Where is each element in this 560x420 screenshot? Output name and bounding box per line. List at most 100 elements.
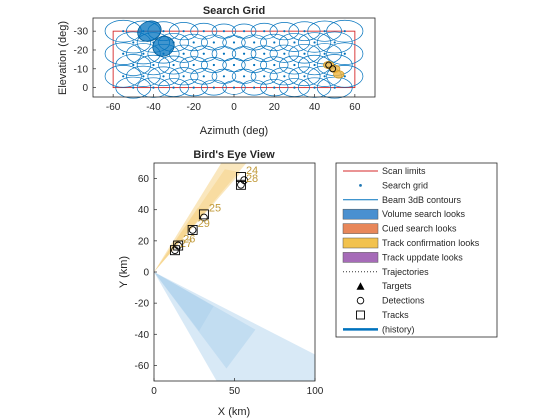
search-grid-point bbox=[232, 41, 236, 44]
search-grid-point bbox=[232, 63, 236, 67]
beam-contour bbox=[250, 45, 278, 62]
beam-contour bbox=[288, 43, 321, 64]
search-grid-point bbox=[293, 63, 296, 67]
track-marker bbox=[235, 179, 246, 190]
beam-contour bbox=[316, 31, 353, 54]
search-grid-point bbox=[303, 75, 306, 78]
detection-marker bbox=[325, 61, 333, 69]
search-grid-point bbox=[152, 86, 155, 89]
beam-contour bbox=[241, 79, 268, 96]
beam-contour bbox=[269, 44, 300, 63]
beam-contour bbox=[269, 22, 300, 41]
beam-contour bbox=[222, 35, 246, 50]
x-tick-label: -60 bbox=[106, 102, 121, 113]
y-tick-label: -40 bbox=[135, 330, 150, 341]
x-tick-label: 50 bbox=[229, 386, 241, 397]
track-confirmation-wedge bbox=[154, 208, 209, 272]
search-grid-point bbox=[293, 41, 296, 44]
beam-contour bbox=[179, 56, 208, 74]
search-grid-point bbox=[132, 63, 135, 67]
search-grid-point bbox=[273, 63, 276, 67]
search-grid-point bbox=[192, 41, 195, 44]
beam-contour bbox=[190, 22, 218, 40]
legend-patch-swatch bbox=[342, 237, 379, 249]
track-id-label: 29 bbox=[198, 218, 210, 230]
y-tick-label: 60 bbox=[138, 174, 150, 185]
search-grid-point bbox=[333, 41, 336, 44]
search-grid-point bbox=[212, 41, 215, 44]
track-marker bbox=[173, 240, 184, 251]
search-grid-point bbox=[263, 75, 266, 78]
birds-eye-ylabel: Y (km) bbox=[118, 256, 130, 288]
beam-contour bbox=[288, 21, 321, 41]
beam-contour bbox=[179, 33, 208, 52]
beam-contour bbox=[326, 65, 364, 88]
track-id-label: 28 bbox=[246, 173, 258, 185]
search-grid-ylabel: Elevation (deg) bbox=[57, 21, 69, 95]
legend-label: Track uppdate looks bbox=[382, 252, 463, 262]
search-grid-point bbox=[222, 75, 226, 78]
search-grid-point bbox=[263, 52, 266, 55]
beam-contour bbox=[115, 31, 152, 54]
search-grid-point bbox=[313, 86, 316, 89]
search-grid-point bbox=[283, 75, 286, 78]
search-grid-point bbox=[182, 30, 185, 33]
search-grid-point bbox=[273, 41, 276, 44]
legend-label: Targets bbox=[382, 281, 412, 291]
beam-contour bbox=[279, 33, 310, 52]
track-id-label: 26 bbox=[183, 234, 195, 246]
beam-contour bbox=[158, 55, 189, 75]
detection-marker bbox=[188, 226, 197, 234]
beam-contour bbox=[115, 54, 152, 76]
search-grid-point bbox=[132, 86, 135, 89]
beam-contour bbox=[126, 65, 161, 87]
beam-contour bbox=[326, 42, 364, 65]
beam-contour bbox=[200, 79, 227, 96]
y-tick-label: -10 bbox=[74, 64, 89, 75]
beam-contour bbox=[269, 67, 300, 86]
legend-label: Search grid bbox=[382, 180, 428, 190]
search-grid-point bbox=[202, 75, 205, 78]
search-grid-point bbox=[202, 30, 205, 33]
search-grid-point bbox=[343, 30, 346, 33]
legend-items: Scan limits Search grid Beam 3dB contours V… bbox=[342, 166, 480, 334]
volume-search-wedge bbox=[154, 272, 315, 381]
search-grid-title: Search Grid bbox=[203, 5, 265, 17]
beam-contour bbox=[260, 33, 289, 52]
search-grid-point bbox=[242, 30, 246, 33]
y-tick-label: -60 bbox=[135, 361, 150, 372]
legend-dot-swatch bbox=[359, 184, 362, 187]
search-grid-point bbox=[212, 63, 215, 67]
search-grid-point bbox=[263, 30, 266, 33]
search-grid-point bbox=[222, 30, 226, 33]
detection-marker bbox=[200, 213, 208, 222]
x-tick-label: 0 bbox=[231, 102, 237, 113]
search-grid-point bbox=[182, 52, 185, 55]
legend-triangle-swatch bbox=[356, 282, 365, 290]
legend-label: Trajectories bbox=[382, 267, 429, 277]
beam-contour bbox=[288, 66, 321, 87]
beam-contour bbox=[115, 76, 152, 99]
search-grid-point bbox=[122, 30, 125, 33]
beam-contour bbox=[326, 19, 364, 43]
search-grid-point bbox=[142, 75, 145, 78]
search-grid-point bbox=[303, 52, 306, 55]
search-grid-point bbox=[273, 86, 276, 89]
track-marker bbox=[198, 209, 209, 220]
legend-label: Scan limits bbox=[382, 166, 426, 176]
search-grid-point bbox=[222, 52, 226, 55]
search-grid-point bbox=[142, 52, 145, 55]
search-grid-point bbox=[303, 30, 306, 33]
search-grid-point bbox=[283, 52, 286, 55]
search-grid-point bbox=[283, 30, 286, 33]
beam-contour bbox=[190, 45, 218, 62]
legend-label: (history) bbox=[382, 324, 415, 334]
track-marker bbox=[187, 225, 198, 235]
beam-contour bbox=[222, 57, 246, 73]
search-grid-point bbox=[323, 52, 326, 55]
detection-marker bbox=[329, 65, 337, 73]
search-grid-xlabel: Azimuth (deg) bbox=[200, 125, 268, 137]
legend-circle-swatch bbox=[356, 296, 365, 305]
